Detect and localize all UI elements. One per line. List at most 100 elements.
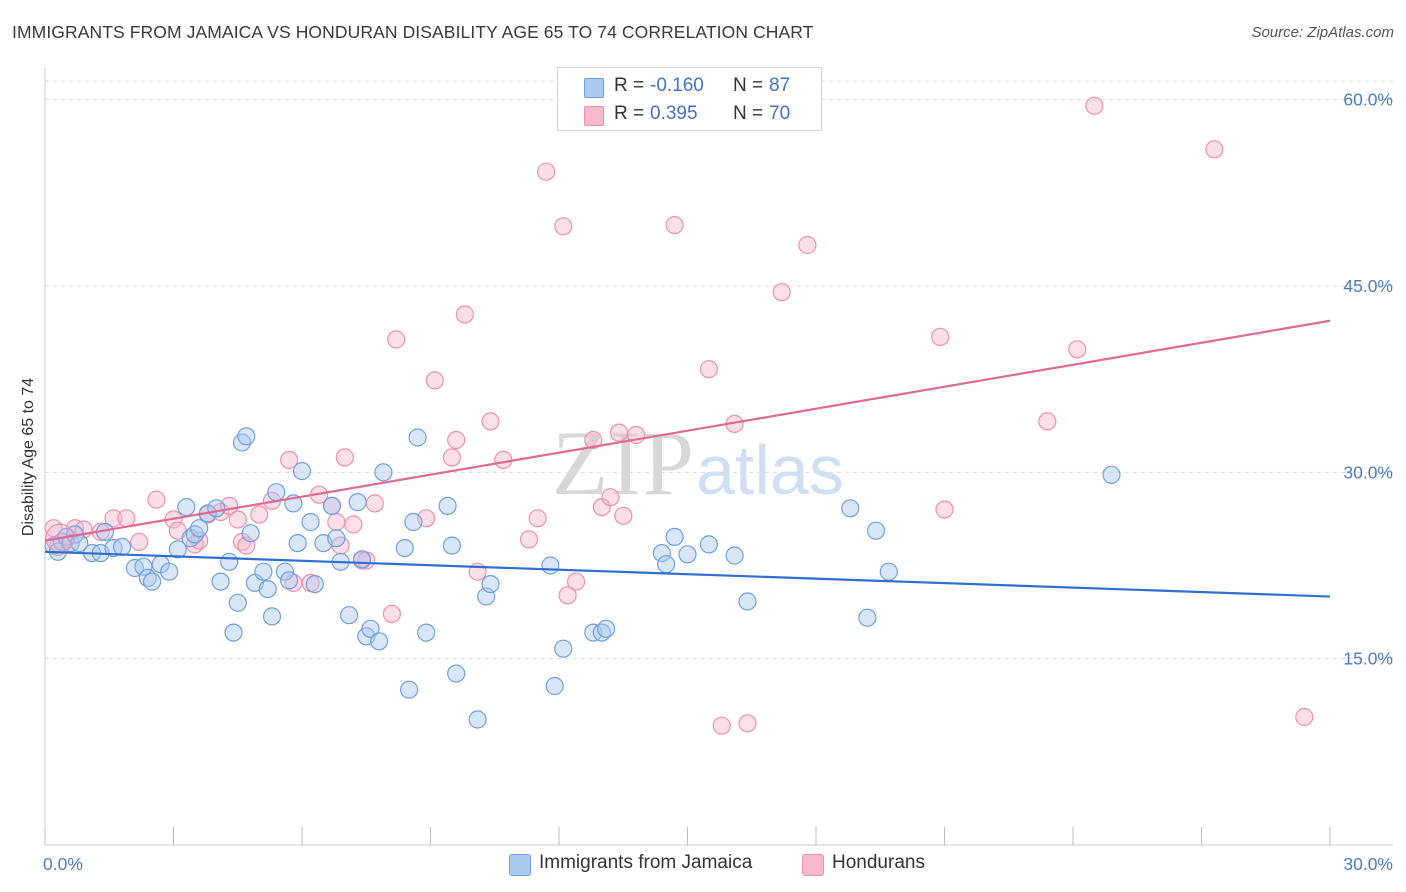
point-hondurans: [387, 330, 406, 349]
point-jamaica: [280, 571, 299, 590]
point-hondurans: [609, 423, 629, 442]
point-hondurans: [365, 494, 384, 513]
data-points: [44, 96, 1314, 735]
point-jamaica: [327, 529, 346, 548]
point-hondurans: [931, 327, 950, 346]
point-hondurans: [1205, 140, 1224, 159]
y-tick-label: 15.0%: [1343, 649, 1393, 669]
trend-lines: [44, 319, 1331, 598]
point-hondurans: [481, 412, 500, 431]
point-hondurans: [699, 360, 719, 379]
point-jamaica: [190, 519, 209, 538]
point-hondurans: [1295, 707, 1314, 727]
point-hondurans: [117, 509, 136, 528]
point-jamaica: [262, 607, 282, 626]
point-jamaica: [447, 664, 466, 683]
y-tick-label: 45.0%: [1343, 276, 1393, 296]
point-hondurans: [712, 716, 731, 735]
point-hondurans: [344, 515, 363, 534]
point-jamaica: [468, 710, 487, 729]
point-hondurans: [665, 216, 684, 235]
point-jamaica: [348, 493, 367, 512]
point-jamaica: [254, 562, 273, 581]
legend-swatch-jamaica: [584, 78, 604, 98]
point-jamaica: [395, 538, 414, 558]
point-hondurans: [519, 530, 539, 549]
point-jamaica: [699, 535, 719, 554]
r-value: -0.160: [650, 75, 704, 96]
watermark-zip: ZIP: [552, 412, 696, 514]
legend-swatch-jamaica: [509, 854, 531, 876]
point-hondurans: [798, 235, 817, 255]
legend-label-jamaica: Immigrants from Jamaica: [539, 852, 753, 873]
n-label: N =: [733, 75, 764, 96]
chart-title: IMMIGRANTS FROM JAMAICA VS HONDURAN DISA…: [12, 22, 814, 42]
legend-label-hondurans: Hondurans: [832, 852, 925, 873]
n-value: 87: [769, 75, 791, 96]
source-label: Source: ZipAtlas.com: [1251, 24, 1394, 41]
point-hondurans: [335, 448, 354, 467]
point-jamaica: [481, 574, 500, 594]
point-hondurans: [566, 572, 586, 591]
point-jamaica: [211, 572, 230, 591]
point-hondurans: [250, 505, 269, 524]
legend-swatch-hondurans: [584, 106, 604, 126]
point-hondurans: [528, 509, 547, 528]
point-jamaica: [370, 632, 389, 651]
point-jamaica: [541, 556, 560, 575]
point-jamaica: [545, 676, 564, 696]
x-tick-label: 30.0%: [1343, 854, 1393, 874]
grid-lines: [45, 80, 1393, 660]
r-label: R =: [614, 103, 645, 124]
tick-labels: 15.0% 30.0% 45.0% 60.0% 0.0% 30.0%: [43, 90, 1393, 874]
point-jamaica: [352, 550, 372, 569]
point-hondurans: [614, 506, 633, 525]
x-tick-label: 0.0%: [43, 854, 83, 874]
point-jamaica: [228, 593, 247, 612]
r-value: 0.395: [650, 103, 698, 124]
point-hondurans: [935, 500, 954, 519]
point-jamaica: [288, 533, 307, 553]
point-jamaica: [841, 499, 860, 518]
point-jamaica: [177, 498, 196, 517]
legend-swatch-hondurans: [802, 854, 824, 876]
point-hondurans: [327, 512, 346, 532]
n-label: N =: [733, 103, 764, 124]
point-jamaica: [417, 623, 436, 642]
point-hondurans: [584, 430, 603, 450]
n-value: 70: [769, 103, 791, 124]
point-jamaica: [112, 537, 132, 557]
point-jamaica: [1102, 465, 1121, 484]
point-hondurans: [738, 714, 757, 733]
point-hondurans: [554, 217, 573, 236]
point-hondurans: [1068, 340, 1087, 359]
y-axis-label: Disability Age 65 to 74: [20, 378, 37, 536]
point-jamaica: [207, 499, 226, 518]
point-hondurans: [494, 450, 513, 469]
point-hondurans: [455, 305, 474, 324]
point-jamaica: [678, 545, 697, 564]
point-hondurans: [447, 430, 466, 450]
watermark: ZIPatlas: [552, 410, 844, 516]
point-hondurans: [104, 509, 123, 528]
point-hondurans: [772, 283, 791, 302]
point-jamaica: [404, 512, 423, 532]
point-jamaica: [305, 574, 324, 594]
trend-line-hondurans: [44, 319, 1331, 542]
point-jamaica: [554, 639, 573, 658]
point-jamaica: [275, 562, 294, 581]
point-jamaica: [220, 552, 239, 571]
point-jamaica: [400, 680, 419, 699]
point-jamaica: [292, 462, 312, 481]
point-hondurans: [147, 490, 166, 509]
point-hondurans: [228, 510, 247, 529]
point-jamaica: [237, 427, 256, 446]
point-jamaica: [858, 608, 877, 627]
point-jamaica: [267, 483, 286, 502]
point-jamaica: [258, 579, 277, 599]
point-hondurans: [382, 604, 401, 624]
point-jamaica: [361, 619, 380, 638]
stats-legend: R = -0.160 N = 87 R = 0.395 N = 70: [557, 67, 822, 131]
point-jamaica: [408, 428, 427, 447]
